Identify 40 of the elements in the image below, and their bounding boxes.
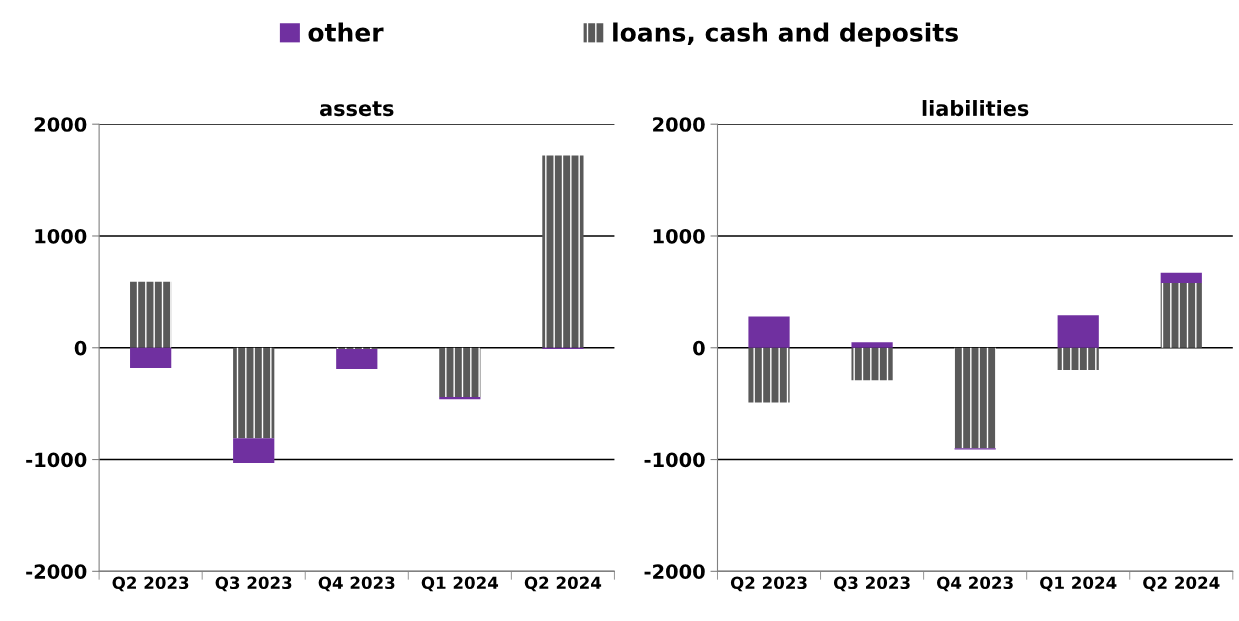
bar [1057, 315, 1099, 348]
x-tick-label: Q1 2024 [421, 576, 499, 592]
y-tick-label: 2000 [34, 117, 87, 132]
bar [1160, 282, 1202, 348]
x-tick-label: Q2 2023 [730, 576, 807, 592]
bar [748, 347, 790, 403]
chart-title: liabilities [922, 100, 1029, 117]
bar [233, 347, 275, 439]
bar [851, 347, 893, 381]
bar [130, 281, 172, 348]
y-tick-label: -2000 [644, 564, 705, 579]
chart-title: assets [320, 101, 394, 117]
y-tick-label: 0 [74, 340, 87, 356]
bar [954, 347, 996, 449]
y-tick-label: 1000 [35, 228, 87, 244]
x-tick-label: Q4 2023 [318, 576, 395, 592]
bar [233, 438, 275, 463]
x-tick-label: Q2 2024 [524, 576, 602, 592]
x-tick-label: Q4 2023 [937, 576, 1013, 592]
bar [748, 316, 790, 348]
y-tick-label: -2000 [26, 564, 87, 579]
legend-label: loans, cash and deposits [613, 22, 958, 47]
x-tick-label: Q3 2023 [833, 576, 910, 592]
y-tick-label: 0 [693, 340, 705, 356]
legend-label: other [308, 22, 384, 42]
x-tick-label: Q3 2023 [215, 576, 292, 592]
bar [851, 342, 893, 348]
bar [1160, 272, 1202, 283]
bar [336, 348, 378, 369]
y-tick-label: -1000 [26, 452, 87, 468]
y-tick-label: -1000 [644, 452, 705, 468]
bar [542, 155, 584, 348]
bar [439, 347, 481, 397]
x-tick-label: Q1 2024 [1040, 576, 1117, 592]
x-tick-label: Q2 2023 [112, 576, 189, 592]
y-tick-label: 1000 [653, 228, 705, 244]
y-tick-label: 2000 [653, 117, 705, 132]
bar [1057, 347, 1099, 371]
x-tick-label: Q2 2024 [1143, 576, 1220, 592]
bar [130, 347, 172, 368]
